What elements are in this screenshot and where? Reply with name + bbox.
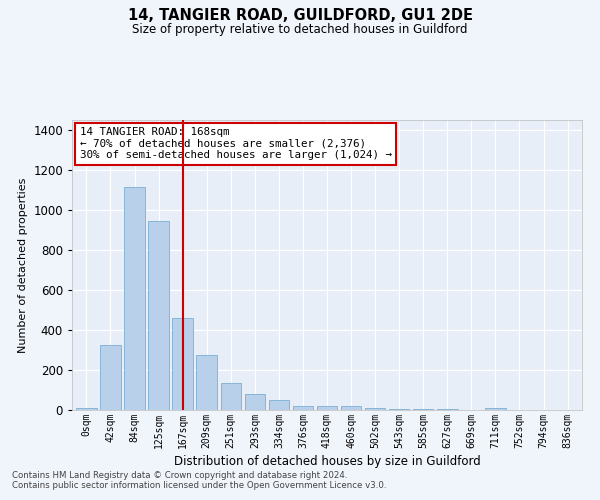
Bar (172, 318, 193, 410)
Bar (389, 409, 409, 410)
Bar (293, 406, 313, 410)
Bar (196, 355, 217, 410)
Text: Contains public sector information licensed under the Open Government Licence v3: Contains public sector information licen… (12, 480, 386, 490)
Bar (269, 400, 289, 410)
Text: Distribution of detached houses by size in Guildford: Distribution of detached houses by size … (173, 455, 481, 468)
Bar (100, 345, 121, 410)
Text: Size of property relative to detached houses in Guildford: Size of property relative to detached ho… (132, 22, 468, 36)
Bar (76, 408, 97, 410)
Text: 14 TANGIER ROAD: 168sqm
← 70% of detached houses are smaller (2,376)
30% of semi: 14 TANGIER ROAD: 168sqm ← 70% of detache… (80, 127, 392, 160)
Bar (124, 187, 145, 410)
Y-axis label: Number of detached properties: Number of detached properties (17, 178, 28, 352)
Bar (148, 221, 169, 410)
Bar (365, 408, 385, 410)
Bar (245, 394, 265, 410)
Bar (341, 406, 361, 410)
Bar (437, 409, 458, 410)
Bar (317, 406, 337, 410)
Text: 14, TANGIER ROAD, GUILDFORD, GU1 2DE: 14, TANGIER ROAD, GUILDFORD, GU1 2DE (128, 8, 473, 22)
Text: Contains HM Land Registry data © Crown copyright and database right 2024.: Contains HM Land Registry data © Crown c… (12, 470, 347, 480)
Bar (413, 409, 433, 410)
Bar (485, 408, 506, 410)
Bar (221, 383, 241, 410)
